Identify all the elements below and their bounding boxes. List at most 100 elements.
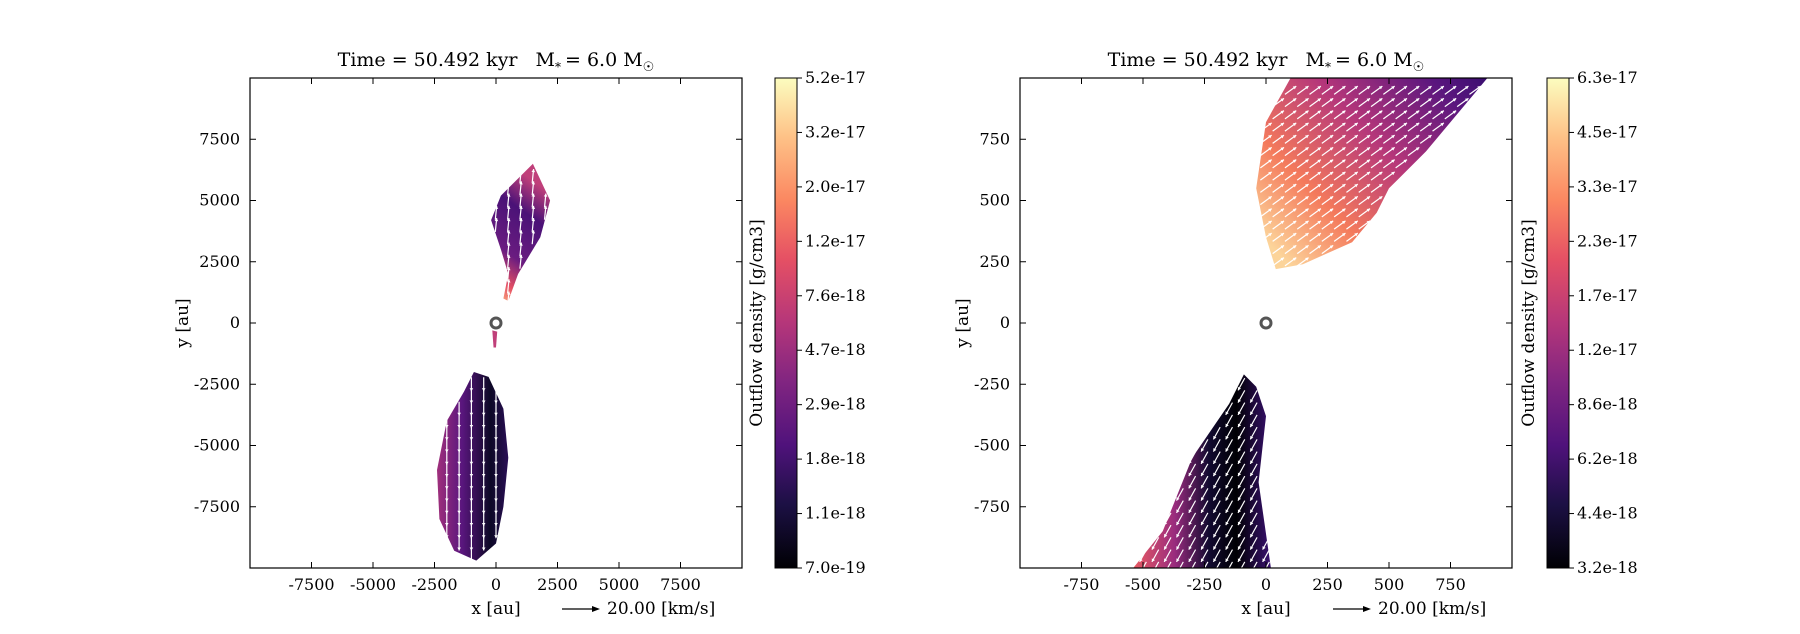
velocity-arrow-head xyxy=(1341,184,1346,188)
velocity-arrow-head xyxy=(1280,233,1284,237)
colorbar-ticks: 6.3e-17 4.5e-17 3.3e-17 2.3e-17 1.7e-17 1.2e-… xyxy=(1569,68,1638,577)
velocity-arrow-head xyxy=(1225,521,1229,526)
velocity-arrow-head xyxy=(1366,122,1371,127)
velocity-arrow-head xyxy=(1188,533,1192,538)
velocity-arrow-head xyxy=(469,412,474,416)
velocity-arrow-head xyxy=(469,498,474,502)
velocity-arrow-head xyxy=(1366,98,1371,102)
velocity-arrow-head xyxy=(1189,571,1192,574)
velocity-arrow-head xyxy=(1237,497,1242,501)
velocity-arrow-head xyxy=(1237,448,1242,452)
velocity-arrow-head xyxy=(1341,208,1346,212)
velocity-arrow-head xyxy=(1391,110,1395,114)
velocity-arrow-head xyxy=(1268,171,1272,176)
velocity-arrow-head xyxy=(1226,571,1229,574)
velocity-arrow-head xyxy=(1292,110,1297,114)
velocity-arrow-head xyxy=(1428,98,1432,102)
velocity-arrow-head xyxy=(1329,233,1334,237)
velocity-arrow-head xyxy=(1329,184,1334,188)
velocity-arrow-head xyxy=(1164,558,1168,562)
x-tick-label: -750 xyxy=(1064,575,1100,594)
velocity-arrow-head xyxy=(1250,558,1254,562)
velocity-arrow-head xyxy=(481,474,486,477)
velocity-arrow-head xyxy=(1354,110,1358,114)
velocity-arrow-head xyxy=(1477,86,1481,90)
velocity-arrow-head xyxy=(1250,423,1254,428)
velocity-arrow-head xyxy=(494,218,499,222)
velocity-arrow-head xyxy=(1237,399,1242,403)
velocity-arrow-head xyxy=(1292,184,1297,188)
colorbar-tick-label: 4.7e-18 xyxy=(805,340,866,359)
velocity-arrow-head xyxy=(1280,196,1284,200)
velocity-arrow-head xyxy=(519,205,523,209)
colorbar-tick-label: 6.2e-18 xyxy=(1577,449,1638,468)
velocity-arrow-head xyxy=(1391,122,1395,127)
velocity-arrow-head xyxy=(494,474,498,477)
velocity-arrow-head xyxy=(1292,196,1297,200)
velocity-arrow-head xyxy=(1415,86,1420,90)
velocity-arrow-head xyxy=(1225,497,1229,501)
colorbar-tick-label: 1.7e-17 xyxy=(1577,286,1638,305)
velocity-arrow-head xyxy=(445,535,449,539)
velocity-arrow xyxy=(1142,561,1147,568)
colorbar-tick-label: 1.2e-17 xyxy=(1577,340,1638,359)
y-tick-label: 7500 xyxy=(199,129,240,148)
velocity-arrow-head xyxy=(1292,159,1297,163)
quiver-key: 20.00 [km/s] xyxy=(562,599,715,619)
x-tick-label: 5000 xyxy=(599,575,640,594)
velocity-arrow-head xyxy=(494,449,498,453)
velocity-arrow-head xyxy=(1305,208,1309,212)
x-tick-label: 0 xyxy=(491,575,501,594)
velocity-arrow-head xyxy=(1440,110,1444,114)
velocity-arrow-head xyxy=(494,523,498,526)
velocity-arrows xyxy=(445,168,548,563)
velocity-arrow-head xyxy=(1188,558,1192,562)
colorbar-tick-label: 2.0e-17 xyxy=(805,177,866,196)
velocity-arrow-head xyxy=(1317,122,1321,127)
plot-title: Time = 50.492 kyr M* = 6.0 M☉ xyxy=(1108,49,1425,75)
velocity-arrow-head xyxy=(1464,98,1469,102)
velocity-arrow-head xyxy=(1213,571,1216,574)
velocity-arrow-head xyxy=(1341,98,1346,102)
colorbar-tick-label: 1.1e-18 xyxy=(805,504,866,523)
velocity-arrow-head xyxy=(1250,509,1254,513)
velocity-arrow-head xyxy=(1329,196,1334,200)
velocity-arrow-head xyxy=(1250,533,1254,538)
velocity-arrow-head xyxy=(445,486,449,490)
velocity-arrow-head xyxy=(1317,171,1321,176)
velocity-arrow-head xyxy=(1341,233,1346,237)
velocity-arrow-head xyxy=(1391,171,1395,176)
velocity-arrow-head xyxy=(1200,448,1205,452)
colorbar-tick-label: 8.6e-18 xyxy=(1577,395,1638,414)
velocity-arrow-head xyxy=(1164,546,1168,550)
velocity-arrow-head xyxy=(1403,159,1407,163)
velocity-arrow-head xyxy=(1341,196,1346,200)
velocity-arrow-head xyxy=(1292,171,1297,176)
velocity-arrow-head xyxy=(1415,98,1420,102)
velocity-arrow-head xyxy=(1213,521,1217,526)
velocity-arrow-head xyxy=(1188,484,1192,489)
velocity-arrow-head xyxy=(1317,220,1321,225)
velocity-arrow-head xyxy=(1341,147,1346,151)
velocity-arrow-head xyxy=(1341,110,1346,114)
velocity-arrow-head xyxy=(1317,147,1321,151)
velocity-arrow-head xyxy=(519,242,523,246)
velocity-arrow-head xyxy=(1176,521,1180,526)
velocity-arrow-head xyxy=(506,218,511,222)
velocity-arrow-head xyxy=(1366,220,1371,225)
velocity-arrow-head xyxy=(1268,159,1272,163)
velocity-arrow-head xyxy=(1268,135,1272,139)
velocity-arrow-head xyxy=(1305,122,1309,127)
velocity-arrow-head xyxy=(1213,484,1217,489)
velocity-arrow-head xyxy=(1329,86,1334,90)
velocity-arrow-head xyxy=(1366,135,1371,139)
velocity-arrow-head xyxy=(1213,460,1217,464)
velocity-arrow-head xyxy=(1428,110,1432,114)
velocity-arrow-head xyxy=(506,267,511,271)
y-tick-label: -500 xyxy=(974,436,1010,455)
velocity-arrow-head xyxy=(531,205,536,209)
velocity-arrow-head xyxy=(1213,533,1217,538)
velocity-arrow-head xyxy=(1329,147,1334,151)
velocity-arrow-head xyxy=(1268,220,1272,225)
velocity-arrow-head xyxy=(1317,86,1321,90)
